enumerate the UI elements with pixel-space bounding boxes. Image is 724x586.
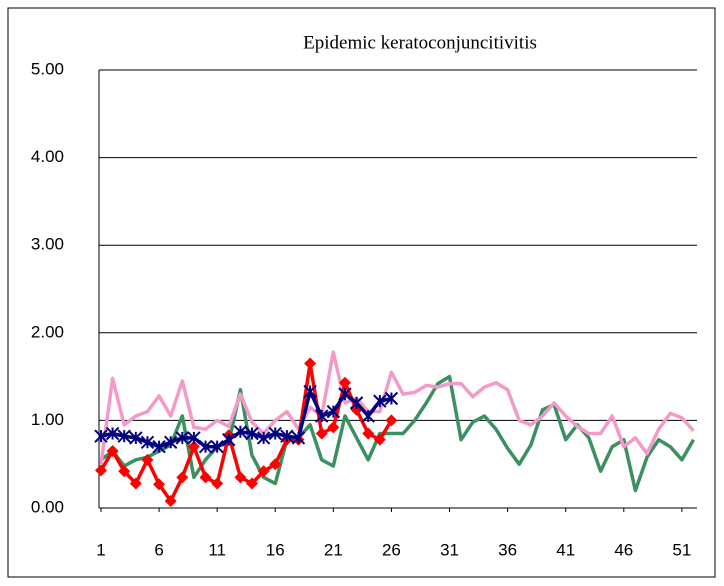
- point-marker: [164, 494, 177, 507]
- point-marker: [291, 431, 306, 445]
- point-marker: [152, 439, 166, 454]
- point-marker: [338, 387, 352, 401]
- point-marker: [198, 439, 213, 454]
- point-marker: [117, 429, 131, 443]
- point-marker: [315, 427, 328, 440]
- point-marker: [327, 421, 340, 434]
- series-line: [99, 374, 696, 493]
- point-marker: [361, 409, 375, 423]
- point-marker: [362, 427, 375, 440]
- point-marker: [129, 477, 142, 490]
- x-tick-label: 1: [96, 540, 105, 559]
- point-marker: [280, 429, 294, 443]
- point-marker: [269, 458, 282, 471]
- point-marker: [385, 414, 398, 427]
- x-tick-label: 21: [324, 540, 343, 559]
- point-marker: [257, 465, 270, 478]
- point-marker: [222, 432, 236, 447]
- point-marker: [338, 376, 351, 389]
- point-marker: [129, 431, 143, 445]
- point-marker: [94, 464, 107, 477]
- point-marker: [304, 357, 317, 370]
- point-marker: [187, 431, 201, 445]
- x-tick-label: 41: [556, 540, 575, 559]
- point-marker: [268, 426, 282, 441]
- y-tick-label: 0.00: [31, 497, 64, 516]
- point-marker: [373, 433, 386, 446]
- x-tick-label: 16: [266, 540, 285, 559]
- point-marker: [233, 425, 248, 439]
- point-marker: [256, 431, 271, 445]
- point-marker: [118, 465, 131, 478]
- point-marker: [326, 404, 341, 419]
- point-marker: [106, 445, 119, 458]
- y-tick-label: 1.00: [31, 410, 64, 429]
- point-marker: [105, 426, 120, 441]
- chart-frame: [7, 7, 716, 578]
- point-marker: [153, 478, 166, 491]
- point-marker: [373, 394, 387, 408]
- point-marker: [384, 391, 399, 406]
- point-marker: [187, 440, 200, 453]
- x-tick-label: 51: [672, 540, 691, 559]
- series-line: [99, 350, 695, 465]
- point-marker: [94, 429, 108, 443]
- point-marker: [176, 471, 189, 484]
- point-marker: [315, 409, 329, 423]
- point-marker: [211, 477, 224, 490]
- x-tick-label: 6: [154, 540, 163, 559]
- point-marker: [199, 471, 212, 484]
- point-marker: [163, 435, 178, 450]
- point-marker: [245, 426, 259, 441]
- x-tick-label: 11: [208, 540, 226, 559]
- x-tick-label: 46: [614, 540, 633, 559]
- y-tick-label: 4.00: [31, 147, 64, 166]
- x-tick-label: 26: [382, 540, 401, 559]
- y-tick-label: 2.00: [31, 322, 64, 341]
- point-marker: [140, 435, 155, 450]
- point-marker: [141, 453, 154, 466]
- chart-title: Epidemic keratoconjuncitivitis: [303, 32, 537, 53]
- point-marker: [175, 431, 190, 445]
- point-marker: [210, 439, 224, 454]
- point-marker: [234, 471, 247, 484]
- y-tick-label: 3.00: [31, 235, 64, 254]
- x-tick-label: 31: [440, 540, 459, 559]
- point-marker: [303, 384, 317, 399]
- x-tick-label: 36: [498, 540, 517, 559]
- y-tick-label: 5.00: [31, 59, 64, 78]
- point-marker: [246, 477, 259, 490]
- point-marker: [349, 396, 364, 410]
